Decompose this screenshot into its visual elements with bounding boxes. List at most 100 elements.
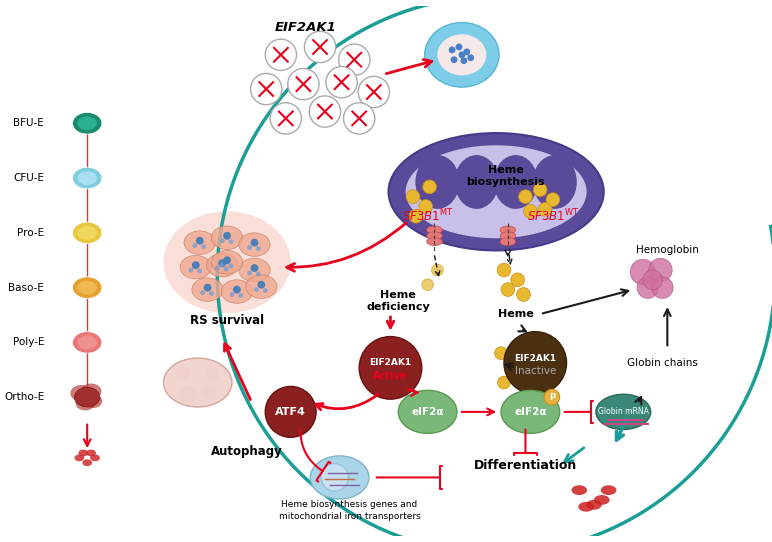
Ellipse shape [571, 485, 587, 495]
Circle shape [516, 288, 530, 301]
Text: EIF2AK1: EIF2AK1 [370, 358, 411, 367]
Circle shape [419, 199, 432, 214]
Text: RS survival: RS survival [190, 314, 264, 327]
Ellipse shape [207, 254, 238, 277]
Circle shape [504, 362, 517, 374]
Circle shape [643, 270, 662, 289]
Text: eIF2α: eIF2α [514, 407, 547, 417]
Circle shape [223, 232, 231, 240]
Circle shape [247, 245, 252, 250]
Ellipse shape [83, 459, 92, 466]
Circle shape [251, 73, 282, 105]
Ellipse shape [500, 238, 516, 246]
Ellipse shape [73, 167, 102, 189]
Circle shape [204, 283, 212, 292]
Ellipse shape [388, 133, 604, 250]
Circle shape [233, 286, 241, 294]
Text: EIF2AK1: EIF2AK1 [514, 353, 557, 363]
Circle shape [463, 48, 470, 55]
Circle shape [495, 347, 507, 359]
Ellipse shape [310, 456, 369, 499]
Ellipse shape [594, 495, 610, 505]
Ellipse shape [86, 449, 96, 456]
Circle shape [256, 246, 261, 251]
Circle shape [519, 190, 533, 203]
Text: Active: Active [374, 371, 408, 380]
Ellipse shape [73, 222, 102, 243]
Circle shape [229, 263, 233, 268]
Ellipse shape [245, 275, 277, 299]
Text: Poly-E: Poly-E [12, 338, 44, 347]
Circle shape [358, 76, 390, 108]
Circle shape [239, 293, 243, 298]
Circle shape [359, 337, 422, 399]
Ellipse shape [73, 113, 102, 134]
Circle shape [546, 193, 560, 207]
Circle shape [544, 389, 560, 405]
Circle shape [310, 96, 340, 127]
Ellipse shape [77, 117, 97, 130]
Text: Globin chains: Globin chains [627, 358, 698, 368]
Circle shape [637, 277, 659, 299]
Text: Inactive: Inactive [515, 366, 556, 376]
Circle shape [630, 259, 655, 285]
Circle shape [247, 270, 252, 275]
Circle shape [229, 239, 233, 244]
Text: Differentiation: Differentiation [474, 459, 577, 472]
Ellipse shape [212, 226, 242, 249]
Ellipse shape [184, 231, 215, 254]
Circle shape [511, 273, 524, 287]
Circle shape [198, 268, 202, 274]
Text: $\it{SF3B1}^{\mathrm{WT}}$: $\it{SF3B1}^{\mathrm{WT}}$ [527, 208, 579, 224]
Text: Pro-E: Pro-E [17, 228, 44, 238]
Circle shape [175, 365, 191, 380]
Text: biosynthesis: biosynthesis [466, 177, 545, 187]
Circle shape [224, 267, 229, 272]
Circle shape [201, 244, 206, 249]
Ellipse shape [180, 255, 212, 279]
Ellipse shape [164, 211, 291, 313]
Ellipse shape [71, 385, 92, 401]
Text: eIF2α: eIF2α [411, 407, 444, 417]
Circle shape [251, 264, 259, 272]
Ellipse shape [493, 155, 538, 209]
Ellipse shape [222, 280, 252, 304]
Circle shape [220, 238, 225, 243]
Ellipse shape [438, 34, 486, 75]
Circle shape [460, 57, 467, 64]
Ellipse shape [74, 454, 84, 461]
Circle shape [449, 47, 455, 53]
Circle shape [196, 237, 204, 244]
Ellipse shape [79, 449, 88, 456]
Ellipse shape [164, 358, 232, 407]
Circle shape [451, 56, 458, 63]
Ellipse shape [533, 155, 577, 209]
Circle shape [409, 209, 423, 223]
Ellipse shape [239, 233, 270, 256]
Ellipse shape [74, 388, 100, 407]
Ellipse shape [77, 171, 97, 185]
Circle shape [188, 268, 193, 273]
Circle shape [339, 44, 370, 75]
Ellipse shape [81, 384, 101, 399]
Circle shape [229, 292, 235, 297]
Ellipse shape [90, 454, 100, 461]
Ellipse shape [76, 396, 95, 410]
Circle shape [406, 190, 420, 203]
Ellipse shape [601, 485, 617, 495]
Circle shape [459, 51, 466, 58]
Circle shape [218, 259, 226, 267]
Text: deficiency: deficiency [367, 302, 430, 312]
Ellipse shape [405, 145, 587, 238]
Circle shape [251, 238, 259, 247]
Circle shape [523, 204, 537, 218]
Ellipse shape [586, 500, 602, 509]
Circle shape [455, 43, 462, 50]
Text: Heme: Heme [381, 291, 416, 300]
Ellipse shape [73, 277, 102, 299]
Text: Heme biosynthesis genes and: Heme biosynthesis genes and [281, 500, 418, 509]
Circle shape [648, 259, 672, 282]
Ellipse shape [415, 155, 459, 209]
Ellipse shape [77, 335, 97, 349]
Circle shape [201, 384, 217, 400]
